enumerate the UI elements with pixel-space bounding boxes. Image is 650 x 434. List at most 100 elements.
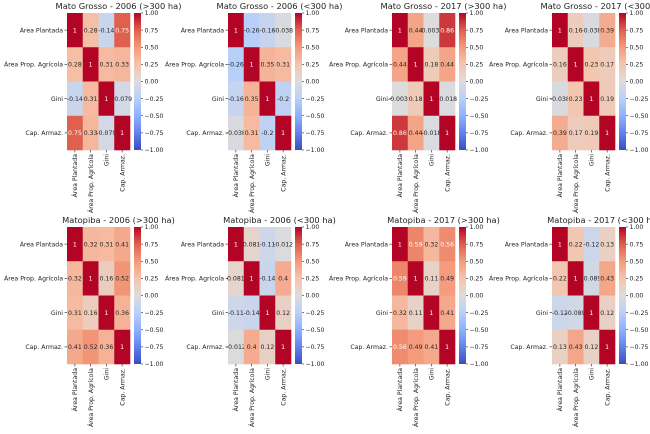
heatmap-cell [82, 81, 99, 117]
heatmap-cell [67, 261, 84, 296]
heatmap-cell [243, 227, 260, 262]
x-tick-label: Área Prop. Agrícola [411, 368, 420, 427]
colorbar-tick-label: −0.25 [145, 310, 164, 317]
heatmap-panel: Matopiba - 2017 (>300 ha)1 0.59 0.32 0.560.… [329, 215, 500, 427]
heatmap-panel: Matopiba - 2006 (>300 ha)1 0.32 0.31 0.410.… [4, 215, 175, 427]
heatmap-cell [275, 13, 292, 48]
cell-value-label: 1 [250, 276, 254, 283]
heatmap-cell [243, 261, 260, 296]
heatmap-cell [423, 47, 440, 82]
heatmap-cell [228, 261, 245, 296]
heatmap-cell [392, 13, 409, 48]
cell-value-label: -0.012 [226, 344, 246, 351]
cell-value-label: 0.75 [68, 130, 82, 137]
heatmap-cell [567, 329, 584, 365]
heatmap-cell [583, 227, 600, 262]
cell-value-label: 0.49 [409, 344, 423, 351]
cell-value-label: 1 [414, 62, 418, 69]
cell-value-label: 1 [398, 241, 402, 248]
colorbar-tick-label: 0.00 [630, 79, 644, 86]
cell-value-label: -0.14 [259, 276, 275, 283]
heatmap-cell [567, 81, 584, 117]
cell-value-label: 1 [605, 344, 609, 351]
y-tick-label: Área Plantada [345, 25, 389, 34]
heatmap-cell [67, 227, 84, 262]
colorbar-tick-label: −1.00 [306, 147, 325, 154]
y-tick-label: Cap. Armaz. [350, 130, 388, 137]
cell-value-label: -0.12 [552, 310, 568, 317]
colorbar [619, 13, 626, 150]
cell-value-label: 0.19 [600, 96, 614, 103]
heatmap-cell [114, 329, 131, 365]
colorbar-tick-label: 0.00 [306, 79, 320, 86]
colorbar-tick-label: 0.25 [145, 62, 159, 69]
heatmap-cell [228, 295, 245, 331]
heatmap-cell [67, 81, 84, 117]
cell-value-label: -0.14 [244, 310, 260, 317]
heatmap-cell [439, 47, 456, 82]
cell-value-label: -0.26 [228, 62, 244, 69]
cell-value-label: 0.36 [99, 344, 113, 351]
cell-value-label: 0.31 [84, 96, 98, 103]
y-tick-label: Cap. Armaz. [186, 130, 224, 137]
heatmap-cell [423, 227, 440, 262]
heatmap-cell [439, 329, 456, 365]
heatmap-cell [114, 81, 131, 117]
heatmap-cell [407, 47, 424, 82]
cell-value-label: 0.081 [227, 276, 245, 283]
heatmap-cell [407, 261, 424, 296]
colorbar-tick-label: 0.00 [145, 79, 159, 86]
cell-value-label: 1 [398, 27, 402, 34]
cell-value-label: -0.038 [581, 27, 601, 34]
cell-value-label: 1 [89, 276, 93, 283]
cell-value-label: 0.52 [84, 344, 98, 351]
cell-value-label: 0.33 [115, 62, 129, 69]
heatmap-cell [259, 115, 276, 151]
cell-value-label: 1 [574, 276, 578, 283]
colorbar-tick-label: −0.25 [145, 96, 164, 103]
colorbar-tick-label: 0.50 [145, 258, 159, 265]
heatmap-cell [552, 329, 569, 365]
x-tick-label: Área Prop. Agrícola [86, 154, 95, 213]
cell-value-label: 0.56 [440, 241, 454, 248]
heatmap-cell [392, 329, 409, 365]
cell-value-label: 0.31 [276, 62, 290, 69]
heatmap-cell [439, 227, 456, 262]
heatmap-cell [98, 261, 115, 296]
colorbar-tick-label: −0.25 [470, 96, 489, 103]
heatmap-cell [275, 81, 292, 117]
heatmap-cell [392, 47, 409, 82]
cell-value-label: -0.14 [67, 96, 83, 103]
cell-value-label: 0.41 [68, 344, 82, 351]
heatmap-cell [114, 47, 131, 82]
heatmap-cell [423, 81, 440, 117]
colorbar [619, 227, 626, 364]
panel-title: Mato Grosso - 2017 (<300 ha) [541, 1, 650, 11]
heatmap-cell [392, 81, 409, 117]
colorbar-tick-label: 1.00 [630, 224, 644, 231]
colorbar-tick-label: 0.50 [470, 44, 484, 51]
x-tick-label: Área Plantada [555, 154, 564, 198]
colorbar-tick-label: 1.00 [145, 224, 159, 231]
heatmap-cell [82, 261, 99, 296]
x-tick-label: Gini [104, 154, 111, 166]
x-tick-label: Cap. Armaz. [119, 154, 126, 192]
panel-title: Mato Grosso - 2006 (>300 ha) [56, 1, 182, 11]
colorbar-tick-label: −0.25 [630, 310, 649, 317]
cell-value-label: 1 [605, 130, 609, 137]
cell-value-label: 1 [265, 96, 269, 103]
heatmap-cell [275, 295, 292, 331]
colorbar-tick-label: 0.75 [145, 27, 159, 34]
x-tick-label: Área Plantada [395, 154, 404, 198]
y-tick-label: Gini [376, 310, 388, 317]
x-tick-label: Área Plantada [231, 368, 240, 412]
colorbar-tick-label: −1.00 [306, 361, 325, 368]
colorbar-tick-label: 0.25 [630, 62, 644, 69]
cell-value-label: 0.28 [84, 27, 98, 34]
colorbar-tick-label: 0.75 [470, 241, 484, 248]
cell-value-label: 1 [414, 276, 418, 283]
x-tick-label: Área Prop. Agrícola [247, 368, 256, 427]
cell-value-label: 0.081 [243, 241, 261, 248]
heatmap-cell [599, 13, 616, 48]
heatmap-cell [583, 13, 600, 48]
